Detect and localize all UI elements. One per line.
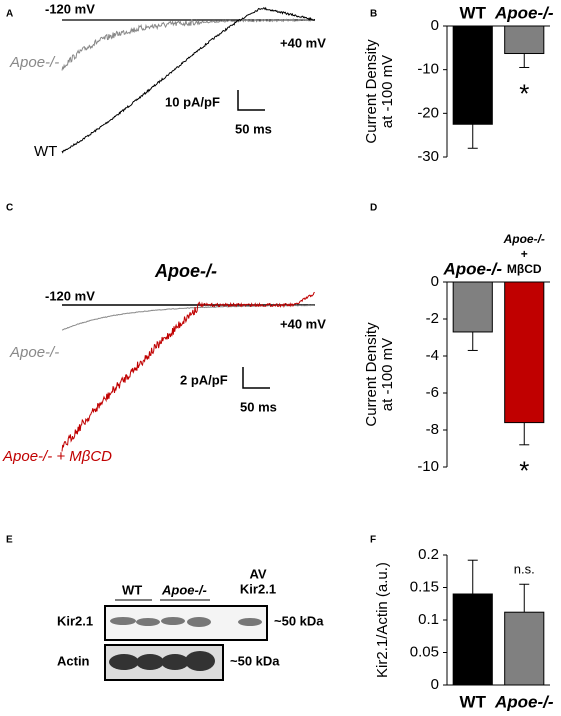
- y-axis-label: Kir2.1/Actin (a.u.): [374, 562, 391, 678]
- scale-bar: [237, 90, 265, 111]
- panel-label: F: [370, 535, 376, 546]
- y-tick-label: -20: [417, 104, 439, 121]
- size-label: ~50 kDa: [274, 613, 324, 628]
- y-axis-label: at -100 mV: [379, 338, 396, 411]
- blot-group: AV: [249, 566, 266, 581]
- scale-label: 50 ms: [235, 121, 272, 136]
- y-tick-label: 0.1: [418, 611, 439, 628]
- bands: [110, 617, 262, 627]
- scale-label: 50 ms: [240, 399, 277, 414]
- bar-label: *: [519, 78, 529, 108]
- y-tick-label: -10: [417, 458, 439, 475]
- panel-label: D: [370, 203, 377, 214]
- y-tick-label: 0: [431, 17, 439, 34]
- trace: [61, 291, 315, 452]
- panel-label: B: [370, 9, 377, 20]
- panel-label: C: [6, 203, 13, 214]
- scale-bar: [242, 367, 270, 389]
- bar: [452, 281, 493, 333]
- voltage-label: +40 mV: [280, 35, 326, 50]
- y-tick-label: 0.2: [418, 546, 439, 563]
- trace-title: Apoe-/-: [154, 261, 217, 281]
- trace-label: Apoe-/-: [9, 344, 59, 361]
- y-axis-label: Current Density: [363, 322, 380, 427]
- bands: [109, 651, 215, 671]
- y-tick-label: -10: [417, 61, 439, 78]
- scale-label: 10 pA/pF: [165, 94, 220, 109]
- size-label: ~50 kDa: [230, 653, 280, 668]
- category-label: Apoe-/-: [494, 692, 554, 711]
- y-axis-label: Current Density: [363, 39, 380, 144]
- trace-label: Apoe-/- + MβCD: [2, 448, 112, 465]
- bar: [452, 25, 493, 125]
- bar-label: *: [519, 456, 529, 486]
- blot-group: WT: [122, 582, 142, 597]
- voltage-label: +40 mV: [280, 316, 326, 331]
- trace-label: WT: [34, 143, 57, 160]
- voltage-label: -120 mV: [45, 1, 95, 16]
- trace: [61, 6, 316, 154]
- y-tick-label: 0: [431, 273, 439, 290]
- y-tick-label: 0.15: [410, 578, 439, 595]
- category-label: Apoe-/-: [442, 259, 502, 278]
- trace: [61, 17, 315, 71]
- bar: [504, 281, 545, 424]
- bar-label: n.s.: [514, 562, 535, 577]
- category-label: +: [521, 247, 528, 261]
- band-label: Actin: [57, 653, 90, 668]
- category-label: Apoe-/-: [503, 232, 545, 246]
- y-tick-label: -8: [426, 421, 439, 438]
- trace-label: Apoe-/-: [9, 54, 59, 71]
- blot-group: Apoe-/-: [161, 582, 207, 597]
- category-label: MβCD: [507, 262, 542, 276]
- category-label: Apoe-/-: [494, 3, 554, 22]
- y-tick-label: -30: [417, 148, 439, 165]
- y-tick-label: 0: [431, 676, 439, 693]
- band-label: Kir2.1: [57, 613, 93, 628]
- bar: [504, 25, 545, 55]
- category-label: WT: [460, 3, 487, 22]
- scale-label: 2 pA/pF: [180, 372, 228, 387]
- y-axis-label: at -100 mV: [379, 55, 396, 128]
- voltage-label: -120 mV: [45, 288, 95, 303]
- panel-label: A: [6, 9, 13, 20]
- category-label: WT: [460, 692, 487, 711]
- blot-group: Kir2.1: [240, 581, 276, 596]
- y-tick-label: -6: [426, 384, 439, 401]
- y-tick-label: -2: [426, 310, 439, 327]
- panel-label: E: [6, 535, 13, 546]
- y-tick-label: 0.05: [410, 643, 439, 660]
- bar: [452, 593, 493, 686]
- y-tick-label: -4: [426, 347, 439, 364]
- bar: [504, 611, 545, 686]
